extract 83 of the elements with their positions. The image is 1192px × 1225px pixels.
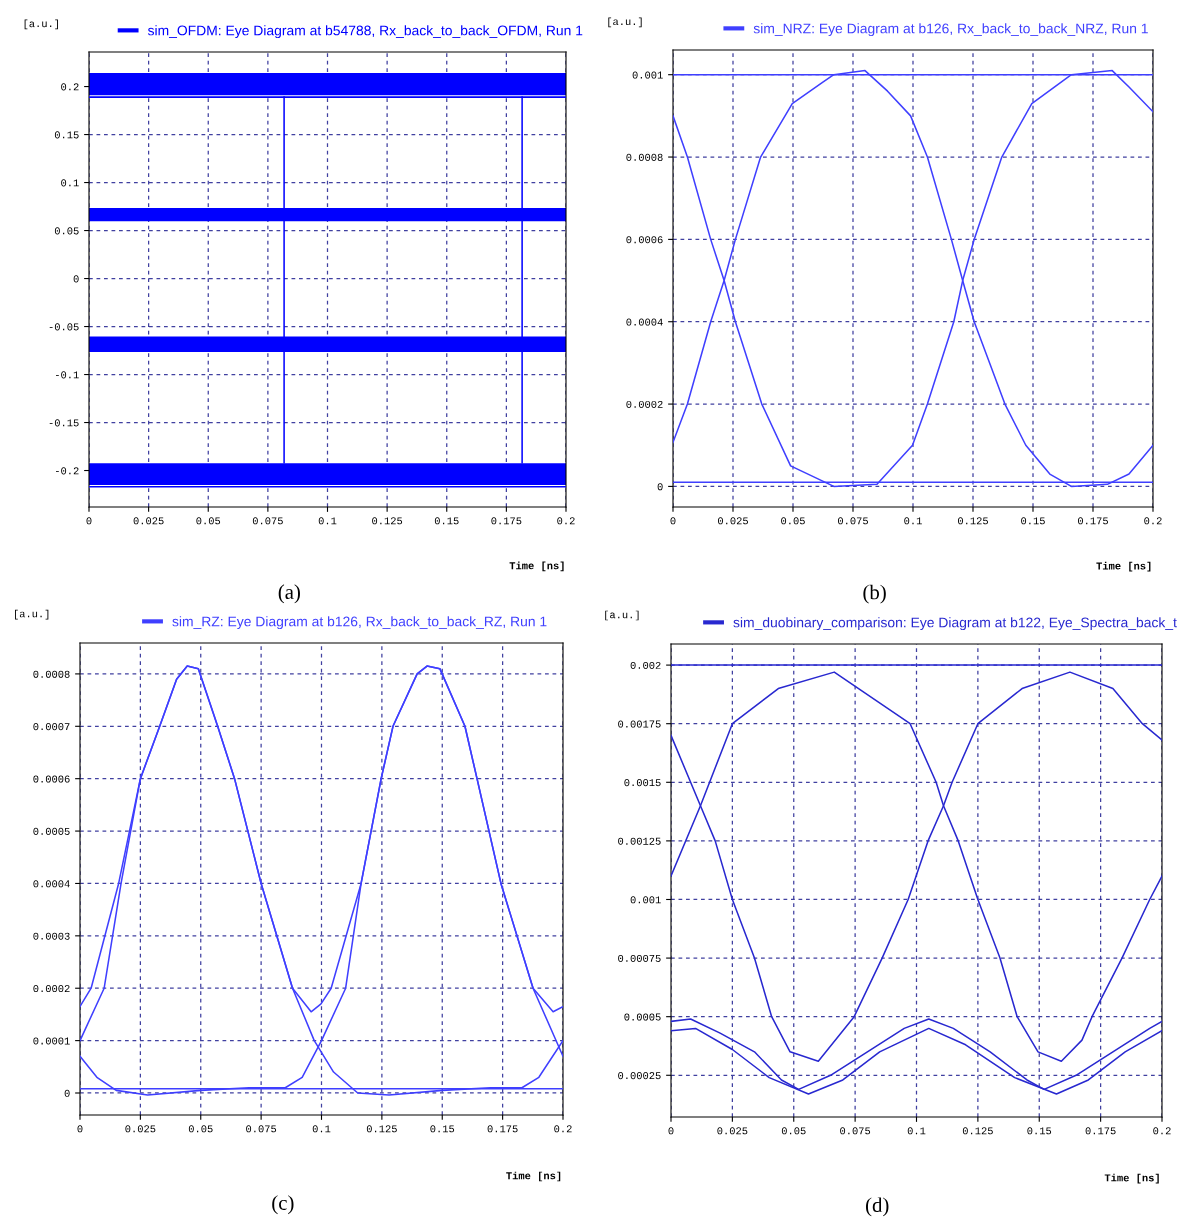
x-tick-label: 0 bbox=[86, 517, 92, 525]
x-tick-label: 0.05 bbox=[781, 1127, 806, 1135]
x-tick-label: 0.15 bbox=[1021, 517, 1045, 525]
x-tick-label: 0.125 bbox=[366, 1125, 397, 1133]
y-tick-label: -0.2 bbox=[55, 467, 79, 475]
y-tick-label: 0.00025 bbox=[618, 1072, 661, 1080]
y-tick-label: 0.05 bbox=[54, 227, 79, 235]
y-axis-title: [a.u.] bbox=[605, 610, 639, 621]
y-tick-label: 0.001 bbox=[630, 896, 661, 904]
x-tick-label: 0.025 bbox=[125, 1125, 156, 1133]
y-tick-label: 0 bbox=[73, 275, 79, 283]
x-tick-label: 0.1 bbox=[907, 1127, 926, 1135]
text: (a) bbox=[278, 584, 300, 604]
x-tick-label: 0.2 bbox=[1153, 1127, 1171, 1135]
y-tick-label: 0.00175 bbox=[618, 720, 661, 728]
y-tick-label: 0.0005 bbox=[33, 827, 70, 835]
x-tick-label: 0.175 bbox=[487, 1125, 518, 1133]
y-tick-label: 0.0002 bbox=[626, 400, 663, 408]
legend-label: sim_NRZ: Eye Diagram at b126, Rx_back_to_back_NRZ, Run 1 bbox=[753, 23, 1148, 37]
y-axis-title: [a.u.] bbox=[15, 609, 49, 620]
y-tick-label: 0.0005 bbox=[624, 1013, 661, 1021]
x-tick-label: 0.075 bbox=[838, 517, 868, 525]
y-tick-label: 0.0006 bbox=[626, 236, 663, 244]
y-tick-label: 0.0003 bbox=[33, 932, 70, 940]
y-tick-label: 0.0008 bbox=[33, 670, 70, 678]
y-tick-label: 0.0002 bbox=[33, 985, 70, 993]
y-tick-label: 0.0004 bbox=[33, 880, 70, 888]
x-tick-label: 0.025 bbox=[718, 517, 748, 525]
y-axis-title: [a.u.] bbox=[608, 17, 642, 28]
x-tick-label: 0.075 bbox=[252, 517, 283, 525]
x-tick-label: 0.175 bbox=[1085, 1127, 1116, 1135]
x-axis-title: Time [ns] bbox=[506, 1171, 561, 1182]
x-tick-label: 0.2 bbox=[554, 1125, 572, 1133]
x-tick-label: 0.175 bbox=[1078, 517, 1108, 525]
legend-label: sim_RZ: Eye Diagram at b126, Rx_back_to_back_RZ, Run 1 bbox=[172, 616, 547, 630]
y-tick-label: 0.0015 bbox=[624, 779, 661, 787]
text: (b) bbox=[863, 584, 886, 604]
y-tick-label: 0.0004 bbox=[626, 318, 663, 326]
x-tick-label: 0.075 bbox=[246, 1125, 277, 1133]
y-tick-label: 0.0007 bbox=[33, 723, 70, 731]
y-tick-label: 0.15 bbox=[54, 131, 79, 139]
x-axis-title: Time [ns] bbox=[509, 561, 564, 572]
y-tick-label: 0.0008 bbox=[626, 153, 663, 161]
x-tick-label: 0.1 bbox=[318, 517, 337, 525]
y-tick-label: -0.05 bbox=[49, 323, 79, 331]
y-tick-label: 0.002 bbox=[630, 661, 661, 669]
x-axis-title: Time [ns] bbox=[1096, 561, 1151, 572]
x-tick-label: 0.05 bbox=[781, 517, 805, 525]
legend-label: sim_OFDM: Eye Diagram at b54788, Rx_back_to_back_OFDM, Run 1 bbox=[147, 25, 583, 39]
x-tick-label: 0.175 bbox=[491, 517, 522, 525]
x-axis-title: Time [ns] bbox=[1104, 1173, 1159, 1184]
x-tick-label: 0.15 bbox=[1027, 1127, 1052, 1135]
y-tick-label: 0.1 bbox=[61, 179, 79, 187]
x-tick-label: 0.075 bbox=[840, 1127, 871, 1135]
x-tick-label: 0.15 bbox=[434, 517, 459, 525]
y-tick-label: 0.001 bbox=[632, 71, 663, 79]
y-tick-label: 0.2 bbox=[61, 83, 79, 91]
x-tick-label: 0 bbox=[670, 517, 676, 525]
y-tick-label: 0.0006 bbox=[33, 775, 70, 783]
x-tick-label: 0.125 bbox=[372, 517, 403, 525]
x-tick-label: 0.125 bbox=[958, 517, 988, 525]
text: (c) bbox=[272, 1195, 294, 1215]
y-tick-label: 0.00075 bbox=[618, 954, 661, 962]
x-tick-label: 0.05 bbox=[188, 1125, 213, 1133]
x-tick-label: 0.2 bbox=[1144, 517, 1162, 525]
x-tick-label: 0.1 bbox=[904, 517, 922, 525]
y-tick-label: 0.00125 bbox=[618, 837, 661, 845]
x-tick-label: 0.15 bbox=[430, 1125, 455, 1133]
x-tick-label: 0.025 bbox=[133, 517, 164, 525]
text: (d) bbox=[865, 1197, 889, 1217]
x-tick-label: 0.125 bbox=[962, 1127, 993, 1135]
x-tick-label: 0.05 bbox=[196, 517, 221, 525]
legend-label: sim_duobinary_comparison: Eye Diagram at b122, Eye_Spectra_back_t bbox=[733, 617, 1177, 631]
y-tick-label: 0 bbox=[657, 483, 663, 491]
y-tick-label: 0.0001 bbox=[33, 1037, 70, 1045]
x-tick-label: 0.025 bbox=[717, 1127, 748, 1135]
y-tick-label: -0.15 bbox=[49, 419, 79, 427]
x-tick-label: 0.1 bbox=[312, 1125, 331, 1133]
y-axis-title: [a.u.] bbox=[24, 19, 58, 30]
x-tick-label: 0.2 bbox=[557, 517, 575, 525]
y-tick-label: -0.1 bbox=[55, 371, 79, 379]
x-tick-label: 0 bbox=[668, 1127, 674, 1135]
y-tick-label: 0 bbox=[64, 1089, 70, 1097]
